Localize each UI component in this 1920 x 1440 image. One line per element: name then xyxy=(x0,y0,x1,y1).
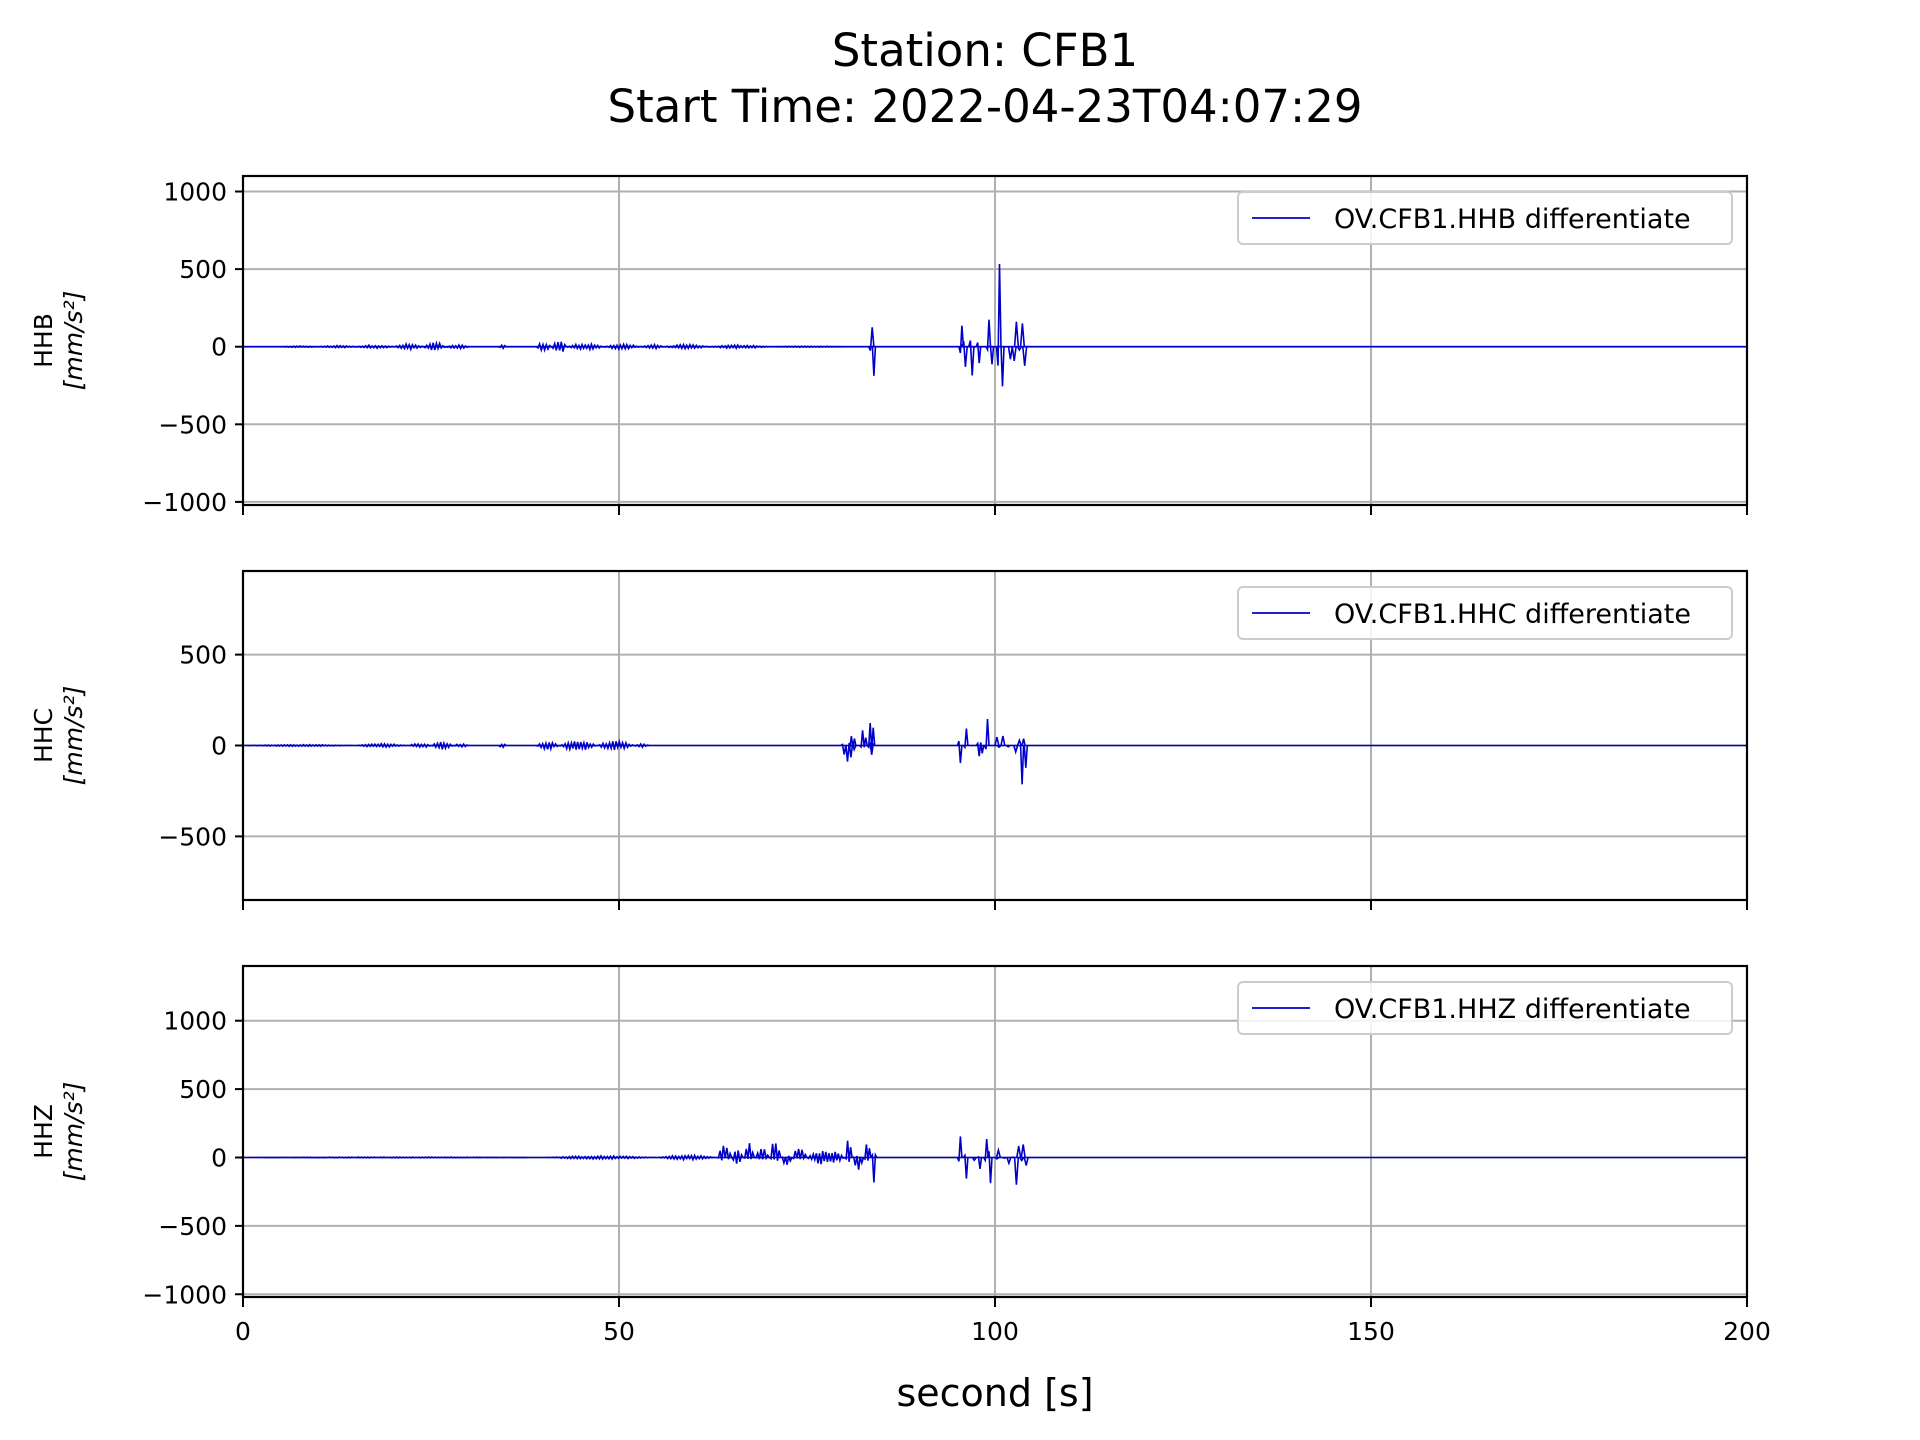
y-tick-label: −500 xyxy=(158,410,227,439)
y-tick-label: 1000 xyxy=(163,178,227,207)
x-axis-label: second [s] xyxy=(896,1371,1093,1415)
y-tick-label: 0 xyxy=(211,731,227,760)
y-tick-label: −1000 xyxy=(142,1280,227,1309)
legend-box xyxy=(1237,981,1733,1035)
y-tick-label: −500 xyxy=(158,1212,227,1241)
chart-title-line1: Station: CFB1 xyxy=(832,24,1138,77)
y-axis-unit: [mm/s²] xyxy=(59,1082,88,1182)
y-tick-label: 500 xyxy=(179,1075,227,1104)
x-tick-label: 50 xyxy=(603,1317,635,1346)
y-tick-label: 0 xyxy=(211,1143,227,1172)
x-tick-label: 0 xyxy=(235,1317,251,1346)
panel-hhc: 500 0 −500 HHC [mm/s²] OV.CFB1.HHC differenti… xyxy=(29,569,1749,910)
panel-hhz: 1000 500 0 −500 −1000 0 50 100 150 200 HHZ [mm/s²] O… xyxy=(29,964,1771,1346)
legend-label: OV.CFB1.HHZ differentiate xyxy=(1334,994,1691,1025)
waveform-hhc xyxy=(243,718,1747,785)
panel-hhb: 1000 500 0 −500 −1000 HHB [mm/s²] OV.CFB1.HHB d… xyxy=(29,174,1749,517)
y-tick-label: −500 xyxy=(158,822,227,851)
y-axis-unit: [mm/s²] xyxy=(59,291,88,391)
x-tick-label: 150 xyxy=(1347,1317,1395,1346)
x-tick-label: 100 xyxy=(971,1317,1019,1346)
y-tick-label: 500 xyxy=(179,641,227,670)
y-tick-label: −1000 xyxy=(142,488,227,517)
y-axis-label: HHC xyxy=(29,708,58,763)
waveform-hhb xyxy=(243,263,1747,387)
legend-label: OV.CFB1.HHB differentiate xyxy=(1334,204,1691,235)
y-tick-label: 500 xyxy=(179,255,227,284)
x-tick-label: 200 xyxy=(1723,1317,1771,1346)
y-axis-label: HHB xyxy=(29,313,58,368)
legend-box xyxy=(1237,586,1733,640)
y-axis-label: HHZ xyxy=(29,1104,58,1159)
waveform-hhz xyxy=(243,1136,1747,1185)
y-axis-unit: [mm/s²] xyxy=(59,686,88,786)
y-tick-label: 0 xyxy=(211,333,227,362)
legend-box xyxy=(1237,191,1733,245)
y-tick-label: 1000 xyxy=(163,1007,227,1036)
chart-title-line2: Start Time: 2022-04-23T04:07:29 xyxy=(608,80,1363,133)
legend-label: OV.CFB1.HHC differentiate xyxy=(1334,599,1691,630)
